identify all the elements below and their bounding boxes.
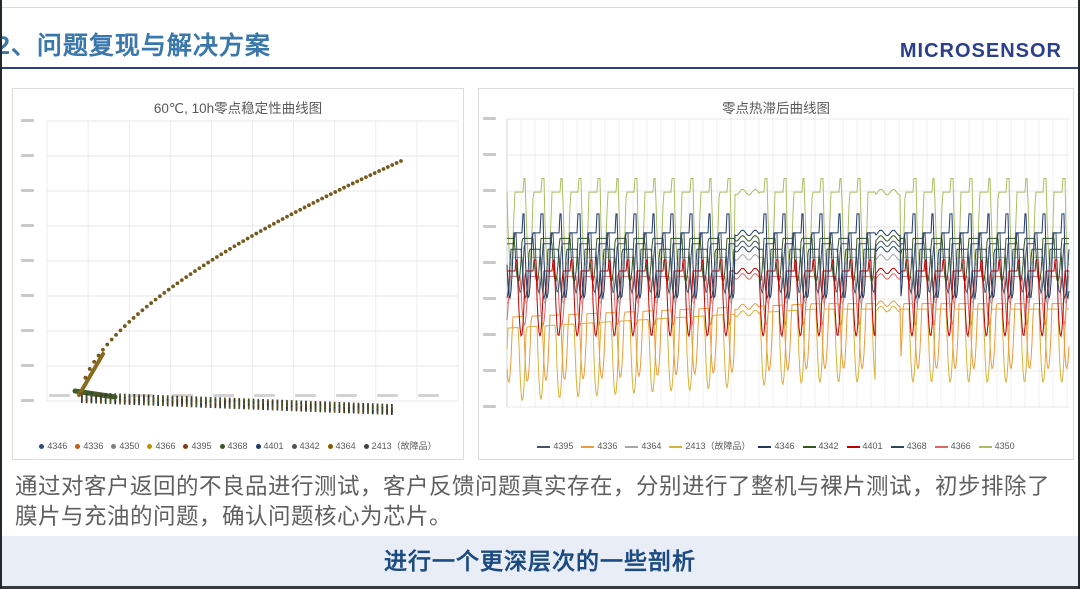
right-chart-title: 零点热滞后曲线图	[722, 101, 830, 116]
legend-label: 4346	[47, 441, 68, 451]
thermal-hysteresis-line-plot	[483, 117, 1070, 408]
legend-dot-marker	[183, 444, 189, 450]
legend-line-marker	[581, 445, 595, 448]
legend-line-marker	[758, 445, 772, 448]
legend-item: 4364	[625, 441, 661, 451]
legend-label: 4368	[227, 441, 248, 451]
legend-dot-marker	[39, 444, 45, 450]
legend-item: 4366	[934, 441, 971, 451]
legend-dot-marker	[147, 444, 153, 450]
footer-text: 进行一个更深层次的一些剖析	[384, 548, 696, 574]
legend-line-marker	[890, 445, 904, 448]
legend-item: 4346	[758, 441, 795, 451]
legend-label: 4342	[818, 441, 839, 451]
legend-item: 2413（故障品）	[363, 439, 437, 452]
legend-dot-marker	[75, 444, 81, 450]
legend-item: 4342	[802, 441, 839, 451]
zero-stability-scatter-plot	[21, 119, 459, 415]
legend-label: 4364	[335, 441, 356, 451]
legend-label: 4368	[906, 441, 927, 451]
legend-label: 4366	[155, 441, 176, 451]
microsensor-logo: MICROSENSOR	[899, 40, 1062, 62]
legend-item: 4366	[147, 441, 175, 451]
legend-item: 4342	[291, 441, 320, 451]
chart-panel-thermal-hysteresis: 零点热滞后曲线图 4395 4336 4364 2413（故障品） 4346 4342 44…	[478, 88, 1074, 460]
legend-dot-marker	[219, 444, 225, 450]
legend-dot-marker	[327, 444, 333, 450]
legend-line-marker	[934, 445, 948, 448]
legend-dot-marker	[363, 444, 369, 450]
right-chart-legend: 4395 4336 4364 2413（故障品） 4346 4342 4401 4368 436…	[479, 439, 1073, 452]
legend-line-marker	[846, 445, 860, 448]
legend-dot-marker	[111, 444, 117, 450]
legend-label: 4336	[597, 441, 618, 451]
legend-item: 4395	[537, 441, 573, 451]
legend-label: 4350	[119, 441, 140, 451]
legend-item: 4350	[978, 441, 1015, 451]
top-hairline	[2, 7, 1078, 8]
legend-line-marker	[669, 445, 683, 448]
legend-label: 4401	[862, 441, 883, 451]
left-chart-title: 60℃, 10h零点稳定性曲线图	[153, 101, 323, 116]
footer-banner: 进行一个更深层次的一些剖析	[2, 536, 1078, 589]
legend-label: 4395	[191, 441, 212, 451]
page-title: 2、问题复现与解决方案	[0, 32, 271, 60]
legend-dot-marker	[291, 444, 297, 450]
legend-label: 4395	[553, 441, 574, 451]
legend-item: 2413（故障品）	[669, 439, 750, 452]
legend-label: 4350	[994, 441, 1015, 451]
legend-label: 2413（故障品）	[685, 441, 751, 451]
legend-line-marker	[802, 445, 816, 448]
bottom-edge	[2, 586, 1078, 589]
legend-line-marker	[625, 445, 639, 448]
legend-label: 4364	[641, 441, 662, 451]
legend-label: 4336	[83, 441, 104, 451]
legend-dot-marker	[255, 444, 261, 450]
legend-item: 4336	[75, 441, 103, 451]
legend-label: 2413（故障品）	[371, 441, 437, 451]
header-divider	[2, 67, 1078, 69]
legend-item: 4395	[183, 441, 212, 451]
legend-item: 4350	[111, 441, 139, 451]
legend-line-marker	[978, 445, 992, 448]
analysis-paragraph: 通过对客户返回的不良品进行测试，客户反馈问题真实存在，分别进行了整机与裸片测试，…	[15, 474, 1051, 529]
chart-panel-zero-stability: 60℃, 10h零点稳定性曲线图 4346 4336 4350 4366 4395 436…	[12, 88, 464, 460]
legend-item: 4368	[219, 441, 248, 451]
legend-label: 4401	[263, 441, 284, 451]
legend-item: 4368	[890, 441, 927, 451]
legend-item: 4401	[846, 441, 883, 451]
left-chart-legend: 4346 4336 4350 4366 4395 4368 4401 4342 4364 2413…	[13, 439, 463, 452]
legend-item: 4336	[581, 441, 617, 451]
legend-item: 4364	[327, 441, 356, 451]
legend-line-marker	[537, 445, 551, 448]
legend-item: 4401	[255, 441, 284, 451]
legend-item: 4346	[39, 441, 67, 451]
legend-label: 4342	[299, 441, 320, 451]
legend-label: 4346	[774, 441, 795, 451]
legend-label: 4366	[950, 441, 971, 451]
